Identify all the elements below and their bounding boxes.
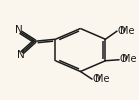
Text: O: O: [119, 54, 127, 64]
Text: Me: Me: [120, 26, 135, 36]
Text: Me: Me: [122, 54, 137, 64]
Text: N: N: [17, 50, 25, 60]
Text: N: N: [15, 25, 23, 35]
Text: O: O: [117, 26, 125, 36]
Text: O: O: [92, 74, 100, 84]
Text: Me: Me: [95, 74, 110, 84]
